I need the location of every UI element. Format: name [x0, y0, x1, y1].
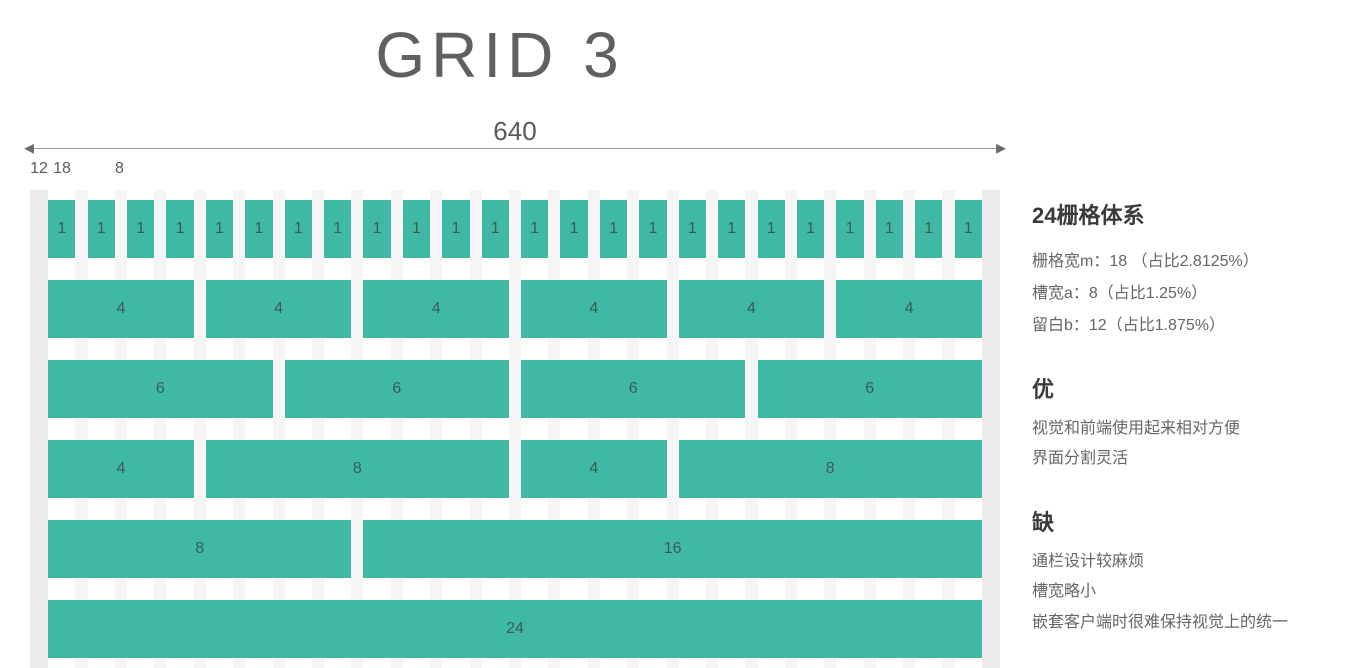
- page-title: GRID 3: [0, 18, 1000, 92]
- grid-cell: 16: [363, 520, 981, 578]
- dimension-arrow-left: ◂: [24, 142, 34, 154]
- spec-line: 栅格宽m：18 （占比2.8125%）: [1032, 246, 1342, 278]
- grid-cell: 1: [876, 200, 903, 258]
- grid-cell: 4: [48, 280, 194, 338]
- grid-cell: 6: [758, 360, 982, 418]
- cons-line: 通栏设计较麻烦: [1032, 547, 1342, 577]
- cons-title: 缺: [1032, 505, 1342, 537]
- dimension-arrow-right: ▸: [996, 142, 1006, 154]
- total-width-label: 640: [30, 116, 1000, 147]
- dimension-bar: 640 ◂ ▸: [30, 120, 1000, 160]
- grid-cell: 1: [363, 200, 390, 258]
- margin-dim-label: 12: [30, 160, 48, 178]
- cons-line: 嵌套客户端时很难保持视觉上的统一: [1032, 608, 1342, 638]
- sidebar-heading: 24栅格体系: [1032, 198, 1342, 230]
- grid-rows: 1111111111111111111111114444446666484881…: [30, 190, 1000, 668]
- grid-cell: 4: [679, 280, 825, 338]
- grid-cell: 6: [285, 360, 509, 418]
- grid-cell: 8: [679, 440, 982, 498]
- grid-cell: 1: [600, 200, 627, 258]
- grid-cell: 1: [955, 200, 982, 258]
- grid-row: 24: [30, 600, 1000, 658]
- grid-cell: 1: [797, 200, 824, 258]
- grid-cell: 1: [166, 200, 193, 258]
- pros-line: 界面分割灵活: [1032, 444, 1342, 474]
- grid-cell: 1: [639, 200, 666, 258]
- page: GRID 3 640 ◂ ▸ 1218 8 111111111111111111…: [0, 0, 1358, 657]
- grid-cell: 8: [206, 440, 509, 498]
- sub-dimensions: 1218 8: [30, 160, 126, 184]
- grid-cell: 1: [324, 200, 351, 258]
- grid-row: 111111111111111111111111: [30, 200, 1000, 258]
- grid-cell: 1: [88, 200, 115, 258]
- spec-line: 留白b：12（占比1.875%）: [1032, 310, 1342, 342]
- grid-cell: 1: [403, 200, 430, 258]
- grid-cell: 6: [48, 360, 272, 418]
- grid-diagram: 1111111111111111111111114444446666484881…: [30, 190, 1000, 668]
- grid-cell: 1: [836, 200, 863, 258]
- sidebar: 24栅格体系 栅格宽m：18 （占比2.8125%） 槽宽a：8（占比1.25%…: [1032, 198, 1342, 638]
- grid-cell: 1: [245, 200, 272, 258]
- grid-cell: 1: [718, 200, 745, 258]
- gutter-dim-label: 8: [112, 160, 126, 178]
- grid-row: 816: [30, 520, 1000, 578]
- grid-cell: 1: [48, 200, 75, 258]
- grid-row: 4848: [30, 440, 1000, 498]
- grid-cell: 4: [521, 280, 667, 338]
- grid-cell: 4: [363, 280, 509, 338]
- grid-cell: 4: [521, 440, 667, 498]
- grid-cell: 1: [482, 200, 509, 258]
- grid-cell: 1: [679, 200, 706, 258]
- grid-cell: 6: [521, 360, 745, 418]
- grid-cell: 4: [836, 280, 982, 338]
- grid-cell: 1: [127, 200, 154, 258]
- cons-line: 槽宽略小: [1032, 577, 1342, 607]
- grid-cell: 1: [206, 200, 233, 258]
- grid-cell: 1: [915, 200, 942, 258]
- grid-cell: 4: [48, 440, 194, 498]
- spec-line: 槽宽a：8（占比1.25%）: [1032, 278, 1342, 310]
- grid-cell: 1: [285, 200, 312, 258]
- grid-cell: 24: [48, 600, 982, 658]
- grid-cell: 1: [560, 200, 587, 258]
- pros-title: 优: [1032, 372, 1342, 404]
- grid-row: 6666: [30, 360, 1000, 418]
- column-dim-label: 18: [48, 160, 76, 178]
- grid-cell: 8: [48, 520, 351, 578]
- pros-line: 视觉和前端使用起来相对方便: [1032, 414, 1342, 444]
- grid-cell: 4: [206, 280, 352, 338]
- dimension-line: [30, 148, 1000, 149]
- grid-cell: 1: [442, 200, 469, 258]
- grid-cell: 1: [521, 200, 548, 258]
- grid-cell: 1: [758, 200, 785, 258]
- grid-row: 444444: [30, 280, 1000, 338]
